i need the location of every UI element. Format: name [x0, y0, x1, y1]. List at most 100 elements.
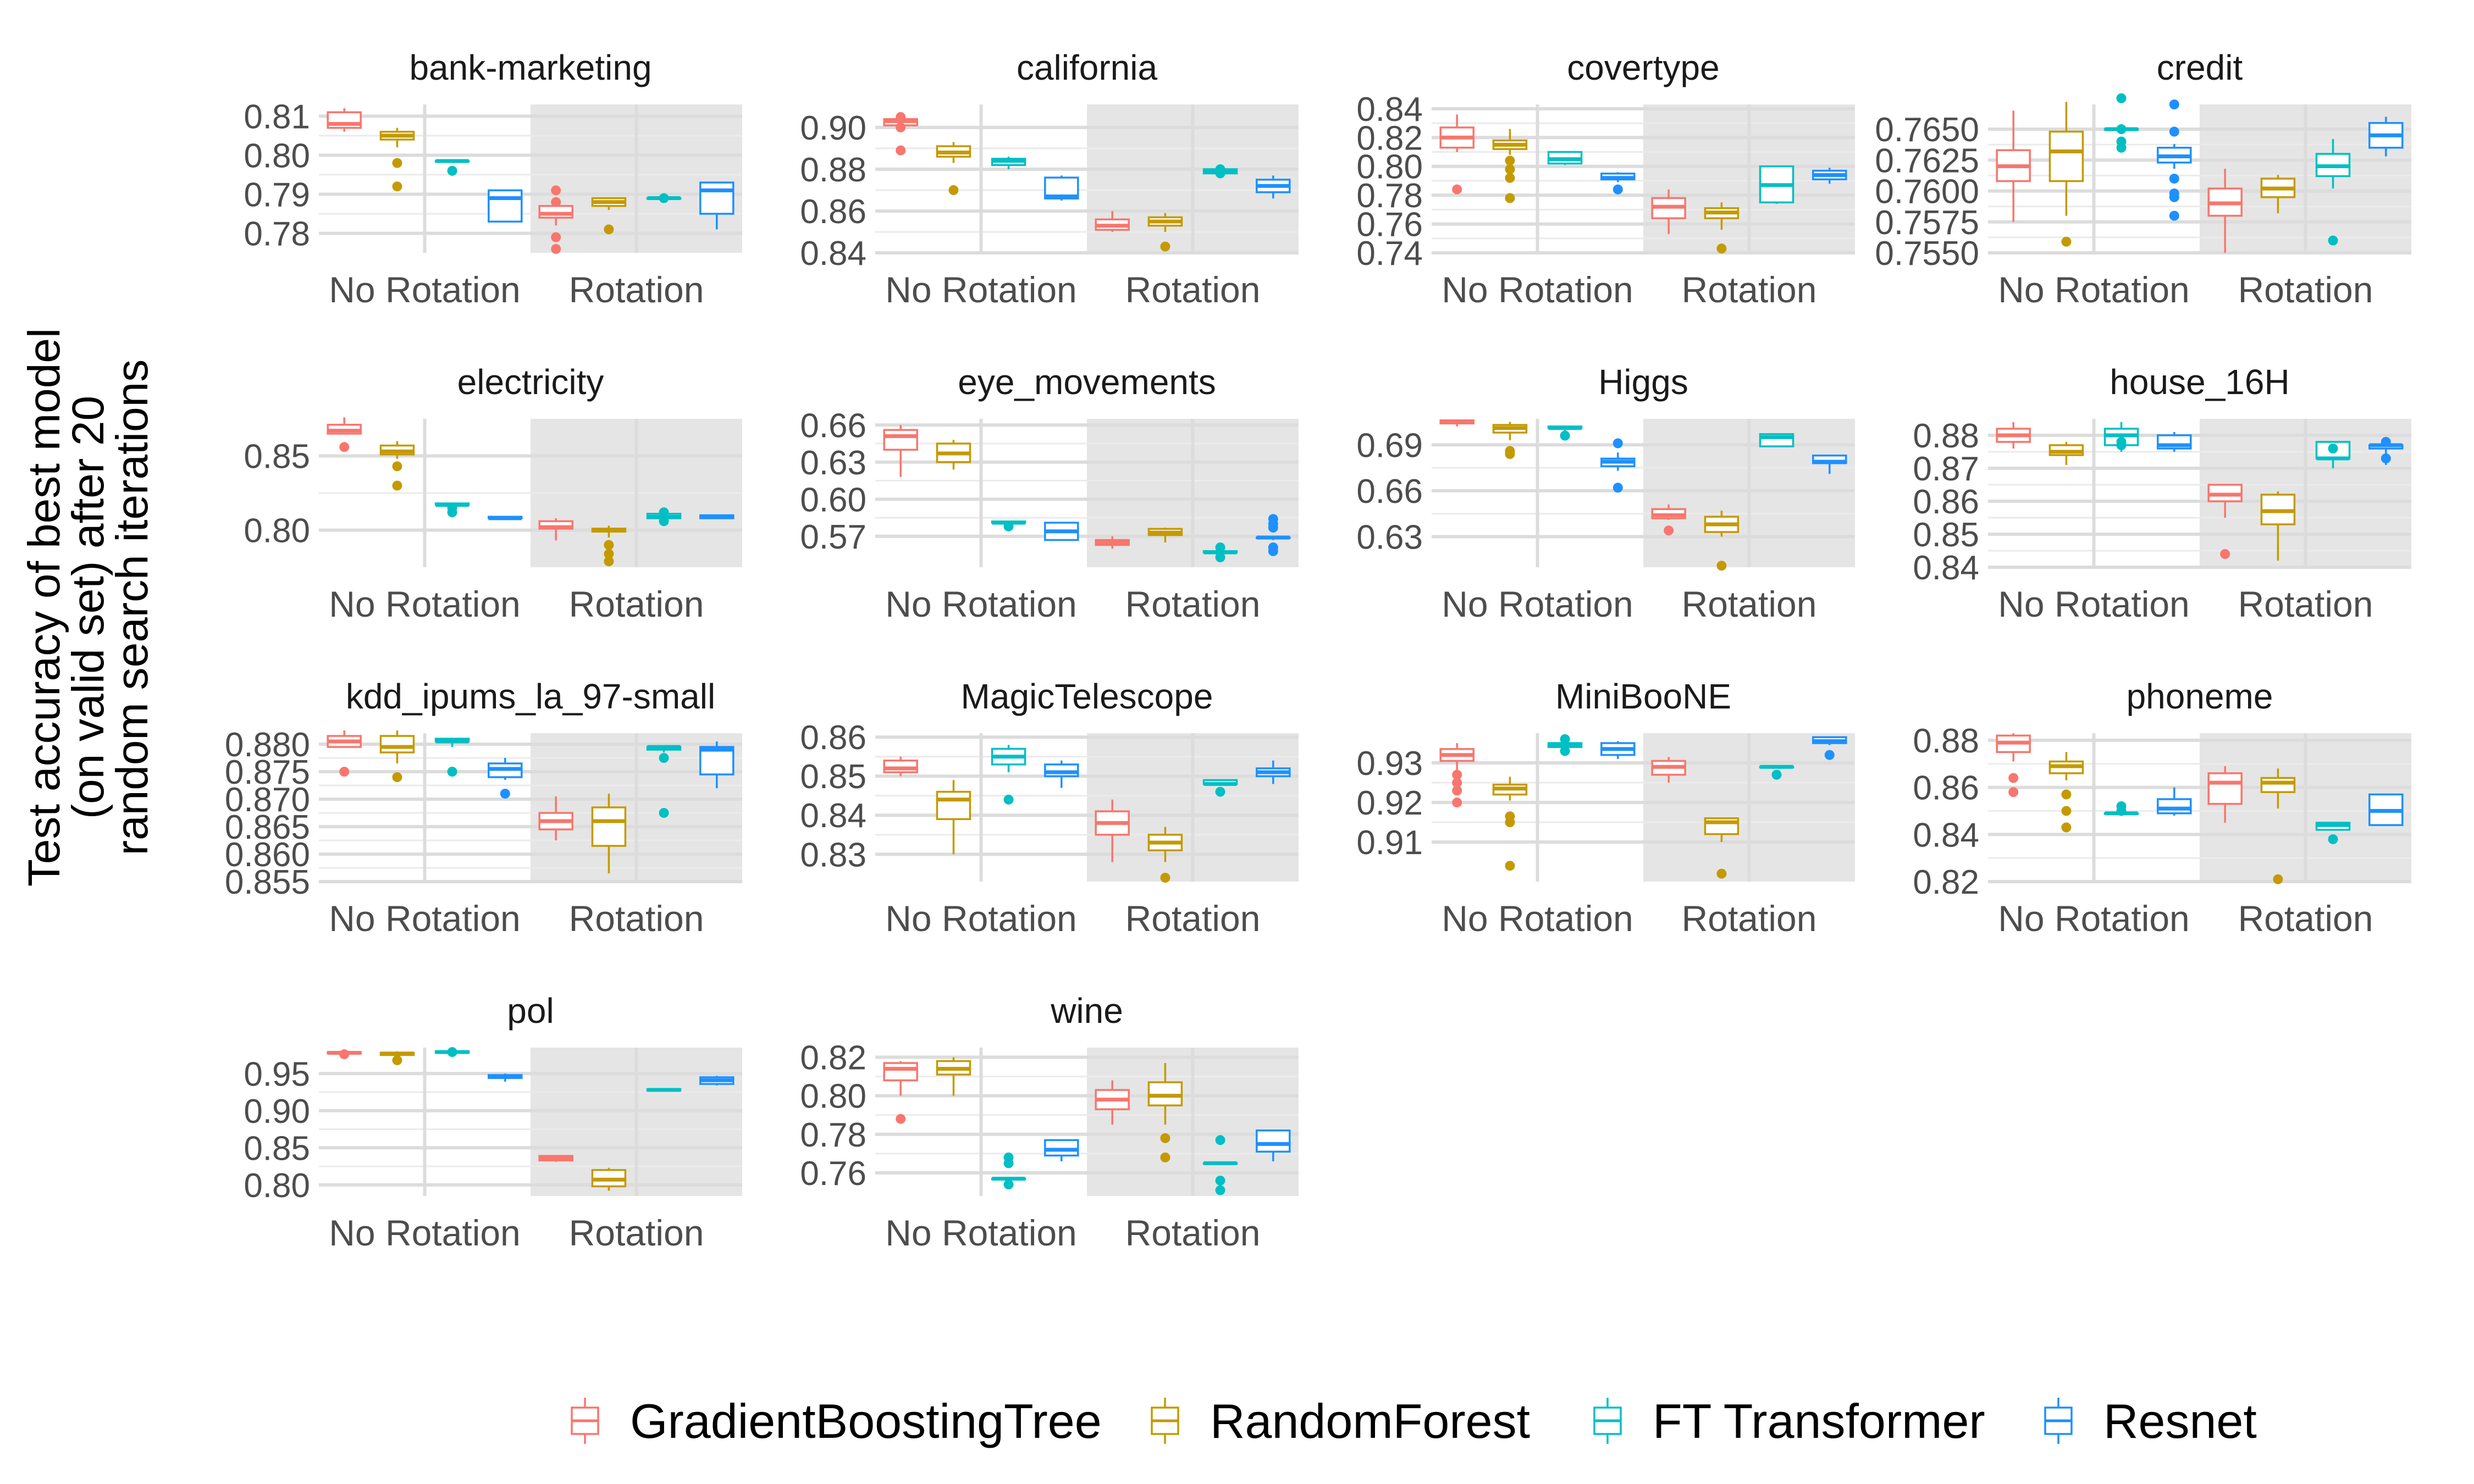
outlier-point: [659, 753, 669, 763]
box-RandomForest-No Rotation: [936, 1057, 971, 1096]
y-tick-label: 0.88: [800, 151, 866, 189]
box-Resnet-No Rotation: [488, 516, 523, 520]
legend: GradientBoostingTree RandomForest FT Trans…: [571, 1394, 2257, 1448]
outlier-point: [1716, 243, 1727, 254]
outlier-point: [2328, 834, 2338, 844]
box-RandomForest-Rotation: [1147, 528, 1183, 542]
box-Resnet-Rotation: [1812, 168, 1847, 184]
outlier-point: [1505, 193, 1515, 203]
box-FT Transformer-No Rotation: [991, 520, 1026, 531]
outlier-point: [1505, 449, 1515, 459]
box-iqr: [1256, 1129, 1291, 1153]
outlier-point: [1560, 734, 1570, 744]
legend-label: FT Transformer: [1653, 1394, 1985, 1448]
x-tick-label: No Rotation: [885, 898, 1077, 939]
box-RandomForest-No Rotation: [2048, 752, 2084, 833]
box-FT Transformer-Rotation: [2315, 139, 2351, 246]
box-iqr: [1044, 1139, 1079, 1157]
box-RandomForest-Rotation: [1704, 511, 1739, 571]
box-Resnet-No Rotation: [2157, 787, 2192, 816]
outlier-point: [2328, 444, 2338, 453]
box-RandomForest-No Rotation: [936, 142, 971, 195]
y-axis-title-line-3: random search iterations: [107, 359, 157, 855]
box-FT Transformer-Rotation: [1202, 779, 1238, 797]
y-tick-label: 0.81: [244, 98, 310, 136]
outlier-point: [551, 232, 561, 242]
box-RandomForest-No Rotation: [379, 128, 415, 192]
box-Resnet-Rotation: [699, 181, 735, 230]
outlier-point: [659, 507, 669, 518]
outlier-point: [2008, 773, 2019, 783]
box-Resnet-Rotation: [1812, 736, 1847, 760]
outlier-point: [2116, 806, 2127, 816]
x-tick-label: No Rotation: [1998, 898, 2190, 939]
panel-pol: 0.800.850.900.95 pol No Rotation Rotation: [244, 991, 742, 1253]
y-axis-title-line-2: (on valid set) after 20: [63, 396, 113, 819]
outlier-point: [659, 516, 669, 527]
outlier-point: [392, 772, 402, 782]
outlier-point: [2061, 822, 2072, 833]
x-tick-label: Rotation: [1682, 898, 1817, 939]
box-Resnet-No Rotation: [1044, 1139, 1079, 1161]
x-tick-label: Rotation: [1125, 584, 1261, 624]
y-tick-label: 0.86: [800, 193, 866, 231]
box-Resnet-Rotation: [2368, 437, 2404, 465]
box-iqr: [1147, 1081, 1183, 1106]
box-Resnet-No Rotation: [488, 1073, 523, 1082]
legend-label: RandomForest: [1210, 1394, 1530, 1448]
y-tick-label: 0.57: [800, 518, 866, 556]
box-iqr: [538, 204, 573, 219]
box-RandomForest-Rotation: [2260, 175, 2296, 213]
box-FT Transformer-Rotation: [646, 193, 682, 203]
panel-eye_movements: 0.570.600.630.66 eye_movements No Rotation…: [800, 362, 1299, 624]
y-tick-label: 0.80: [1356, 148, 1423, 186]
box-FT Transformer-No Rotation: [991, 157, 1026, 169]
outlier-point: [2169, 192, 2179, 202]
box-Resnet-Rotation: [1256, 175, 1291, 199]
box-iqr: [883, 429, 918, 451]
legend-item-GradientBoostingTree: GradientBoostingTree: [571, 1394, 1102, 1448]
outlier-point: [1215, 1175, 1225, 1186]
outlier-point: [1160, 241, 1170, 252]
outlier-point: [2061, 789, 2072, 800]
box-RandomForest-No Rotation: [1492, 777, 1528, 871]
box-RandomForest-Rotation: [2260, 768, 2296, 884]
box-RandomForest-No Rotation: [2048, 442, 2084, 465]
outlier-point: [2273, 874, 2283, 884]
box-Resnet-Rotation: [2368, 117, 2404, 157]
box-GradientBoostingTree-No Rotation: [327, 417, 362, 452]
x-tick-label: No Rotation: [1442, 584, 1633, 624]
outlier-point: [339, 767, 350, 777]
outlier-point: [896, 122, 906, 132]
y-tick-label: 0.87: [1913, 450, 1979, 488]
box-GradientBoostingTree-Rotation: [2207, 766, 2243, 823]
y-tick-label: 0.880: [225, 726, 310, 764]
box-Resnet-Rotation: [699, 514, 735, 519]
outlier-point: [551, 185, 561, 196]
y-tick-label: 0.84: [800, 235, 866, 273]
box-GradientBoostingTree-Rotation: [538, 185, 573, 254]
box-FT Transformer-Rotation: [646, 745, 682, 818]
y-tick-label: 0.870: [225, 781, 310, 819]
box-FT Transformer-No Rotation: [434, 738, 470, 777]
box-Resnet-Rotation: [2368, 793, 2404, 826]
box-RandomForest-No Rotation: [1492, 422, 1528, 459]
box-GradientBoostingTree-No Rotation: [1439, 743, 1475, 807]
box-FT Transformer-No Rotation: [1547, 734, 1583, 756]
box-RandomForest-No Rotation: [2048, 102, 2084, 247]
panel-title: phoneme: [2127, 677, 2273, 716]
outlier-point: [604, 556, 614, 567]
box-Resnet-Rotation: [699, 1076, 735, 1086]
outlier-point: [604, 224, 614, 235]
box-FT Transformer-Rotation: [1202, 542, 1238, 562]
x-tick-label: No Rotation: [329, 584, 521, 624]
box-iqr: [1044, 763, 1079, 777]
x-tick-label: No Rotation: [329, 898, 521, 939]
box-FT Transformer-Rotation: [1202, 1135, 1238, 1195]
box-GradientBoostingTree-Rotation: [2207, 484, 2243, 559]
x-tick-label: Rotation: [2238, 269, 2373, 310]
outlier-point: [1560, 746, 1570, 756]
box-RandomForest-Rotation: [1147, 1063, 1183, 1162]
x-tick-label: Rotation: [569, 1212, 704, 1253]
outlier-point: [1268, 523, 1278, 533]
